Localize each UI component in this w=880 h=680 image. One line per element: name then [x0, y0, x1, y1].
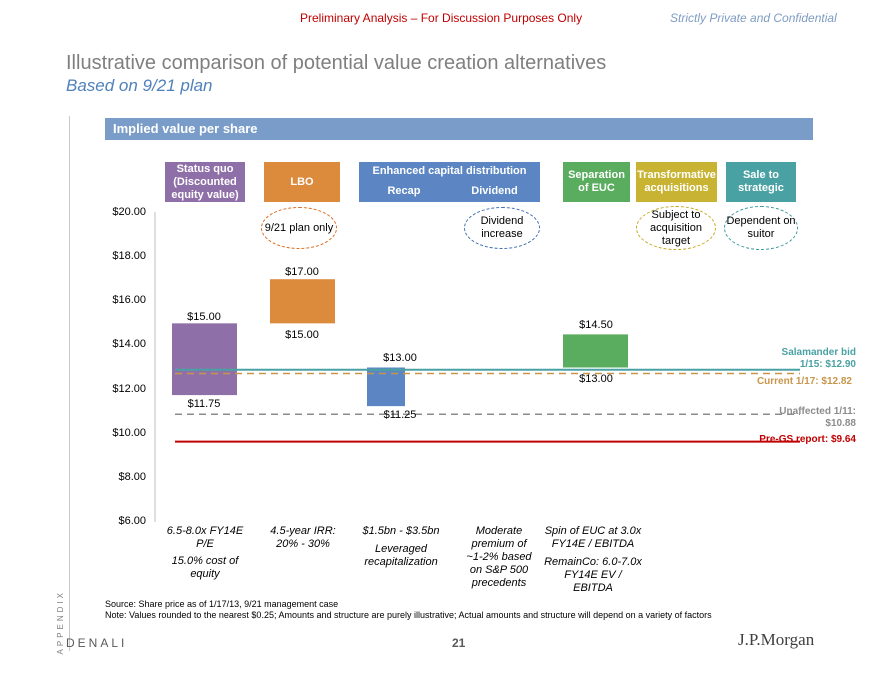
project-name: DENALI — [66, 636, 128, 650]
bar-label-lbo-high: $17.00 — [285, 266, 319, 278]
ref-label-unaffected: Unaffected 1/11: $10.88 — [779, 406, 856, 429]
bar-status-quo — [172, 323, 237, 396]
column-header-status-quo: Status quo (Discounted equity value) — [165, 162, 245, 202]
note-separation-line2: RemainCo: 6.0-7.0x FY14E EV / EBITDA — [544, 556, 642, 594]
y-tick-label: $16.00 — [112, 294, 146, 307]
preliminary-label: Preliminary Analysis – For Discussion Pu… — [300, 11, 583, 25]
bar-label-recap-high: $13.00 — [383, 352, 417, 364]
bubble-acquisition-target: Subject to acquisition target — [636, 206, 716, 250]
bar-label-separation-low: $13.00 — [579, 373, 613, 385]
bar-separation-of-euc — [563, 334, 628, 368]
note-status-quo-line1: 6.5-8.0x FY14E P/E — [166, 525, 244, 550]
note-status-quo: 6.5-8.0x FY14E P/E 15.0% cost of equity — [160, 525, 250, 581]
column-header-sale: Sale to strategic — [726, 162, 796, 202]
y-tick-label: $10.00 — [112, 426, 146, 439]
note-recap-line2: Leveraged recapitalization — [364, 543, 438, 568]
note-separation-line1: Spin of EUC at 3.0x FY14E / EBITDA — [544, 525, 642, 550]
bar-label-status-quo-high: $15.00 — [187, 311, 221, 323]
bubble-lbo-plan: 9/21 plan only — [261, 207, 337, 249]
bar-lbo — [270, 279, 335, 324]
bar-label-status-quo-low: $11.75 — [187, 398, 221, 410]
y-tick-label: $8.00 — [118, 470, 146, 483]
y-tick-label: $6.00 — [118, 515, 146, 527]
recap-label: Recap — [387, 184, 421, 197]
column-header-lbo: LBO — [264, 162, 340, 202]
capital-distribution-label: Enhanced capital distribution — [372, 164, 527, 177]
dividend-label: Dividend — [471, 184, 518, 197]
y-tick-label: $14.00 — [112, 338, 146, 351]
page-number: 21 — [452, 636, 466, 650]
note-lbo: 4.5-year IRR: 20% - 30% — [264, 525, 342, 551]
y-tick-label: $12.00 — [112, 382, 146, 395]
column-header-capital-distribution: Enhanced capital distribution Recap Divi… — [359, 162, 540, 202]
note-recap: $1.5bn - $3.5bn Leveraged recapitalizati… — [356, 525, 446, 569]
column-header-separation: Separation of EUC — [563, 162, 630, 202]
jpmorgan-logo: J.P.Morgan — [738, 630, 815, 649]
bars-layer — [172, 279, 628, 407]
ref-label-pre-gs: Pre-GS report: $9.64 — [759, 434, 856, 445]
bar-label-recap-low: $11.25 — [383, 409, 417, 421]
appendix-label: APPENDIX — [56, 590, 65, 655]
page-title: Illustrative comparison of potential val… — [66, 52, 607, 74]
bar-label-lbo-low: $15.00 — [285, 329, 319, 341]
left-rule — [69, 116, 70, 651]
page-subtitle: Based on 9/21 plan — [66, 76, 213, 95]
bubble-dependent-suitor: Dependent on suitor — [724, 206, 798, 250]
note-lbo-line1: 4.5-year IRR: 20% - 30% — [270, 525, 336, 550]
note-recap-line1: $1.5bn - $3.5bn — [362, 525, 440, 537]
ref-label-salamander: Salamander bid 1/15: $12.90 — [781, 347, 856, 370]
note-status-quo-line2: 15.0% cost of equity — [171, 555, 239, 580]
disclaimer-note: Note: Values rounded to the nearest $0.2… — [105, 610, 712, 620]
ref-label-current: Current 1/17: $12.82 — [756, 376, 852, 387]
reference-lines-layer — [175, 368, 800, 443]
column-header-acquisitions: Transformative acquisitions — [636, 162, 717, 202]
y-tick-label: $20.00 — [112, 206, 146, 218]
y-tick-label: $18.00 — [112, 250, 146, 263]
bubble-dividend-increase: Dividend increase — [464, 207, 540, 249]
note-dividend-line1: Moderate premium of ~1-2% based on S&P 5… — [466, 525, 532, 589]
confidential-label: Strictly Private and Confidential — [670, 11, 837, 25]
note-separation: Spin of EUC at 3.0x FY14E / EBITDA Remai… — [543, 525, 643, 595]
source-note: Source: Share price as of 1/17/13, 9/21 … — [105, 599, 339, 609]
section-band: Implied value per share — [105, 118, 813, 140]
bar-label-separation-high: $14.50 — [579, 319, 613, 331]
note-dividend: Moderate premium of ~1-2% based on S&P 5… — [463, 525, 535, 590]
